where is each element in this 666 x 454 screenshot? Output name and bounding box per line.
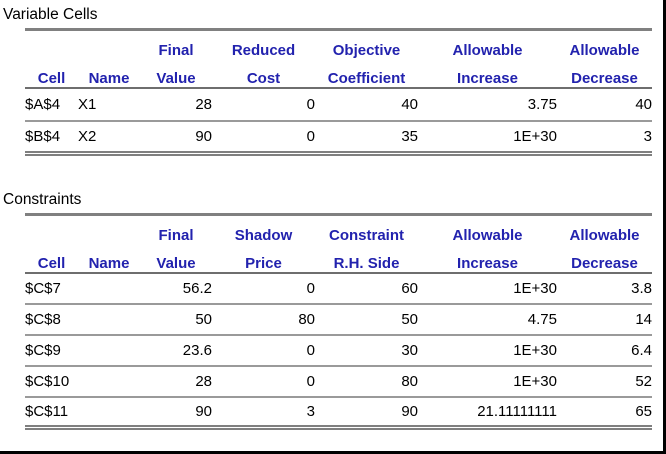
col-header-rhs: R.H. Side [333,254,400,272]
allowable-increase: 3.75 [527,95,557,113]
table-row: $C$7 56.2 0 60 1E+30 3.8 [25,273,652,304]
table-row: $C$10 28 0 80 1E+30 52 [25,366,652,397]
cell-ref: $C$7 [25,279,61,297]
constraints-table: Final Shadow Constraint Allowable Allowa… [25,213,652,430]
col-header-final: Final [158,41,194,59]
col-header-decrease: Decrease [571,254,638,272]
col-header-final: Final [158,226,194,244]
section-title-constraints: Constraints [3,191,82,208]
final-value: 90 [195,402,212,420]
constraint-rhs: 60 [401,279,418,297]
header-row-1: Final Shadow Constraint Allowable Allowa… [25,215,652,244]
col-header-cell: Cell [37,69,66,87]
allowable-decrease: 65 [635,402,652,420]
col-header-increase: Increase [457,254,518,272]
header-row-2: Cell Name Value Cost Coefficient Increas… [25,59,652,88]
variable-cells-section: Variable Cells Final Reduced Objective A… [0,4,652,156]
col-header-allowable-dec: Allowable [569,41,640,59]
allowable-increase: 1E+30 [513,279,557,297]
objective-coefficient: 40 [401,95,418,113]
final-value: 28 [195,95,212,113]
col-header-allowable-dec: Allowable [569,226,640,244]
constraints-section: Constraints Final Shadow Constraint Allo… [0,189,652,430]
allowable-increase: 1E+30 [513,127,557,145]
shadow-price: 80 [298,310,315,328]
col-header-name: Name [88,69,130,87]
allowable-increase: 21.11111111 [477,402,557,420]
cell-ref: $B$4 [25,127,61,145]
final-value: 28 [195,372,212,390]
col-header-spacer [78,30,140,59]
cell-ref: $C$8 [25,310,61,328]
constraint-rhs: 50 [401,310,418,328]
variable-name: X1 [78,95,97,113]
shadow-price: 3 [306,402,315,420]
table-row: $C$8 50 80 50 4.75 14 [25,304,652,335]
shadow-price: 0 [306,341,315,359]
col-header-name: Name [88,254,130,272]
constraint-name [78,397,140,428]
constraint-rhs: 90 [401,402,418,420]
section-title-variable-cells: Variable Cells [3,6,98,23]
table-row: $C$9 23.6 0 30 1E+30 6.4 [25,335,652,366]
cell-ref: $C$11 [25,402,69,420]
header-row-2: Cell Name Value Price R.H. Side Increase… [25,244,652,273]
table-row: $A$4 X1 28 0 40 3.75 40 [25,88,652,121]
col-header-spacer [78,215,140,244]
col-header-shadow: Shadow [234,226,293,244]
col-header-objective: Objective [332,41,401,59]
col-header-reduced: Reduced [231,41,296,59]
col-header-cell: Cell [37,254,66,272]
col-header-constraint: Constraint [329,226,404,244]
final-value: 23.6 [182,341,212,359]
col-header-value: Value [156,254,196,272]
allowable-decrease: 40 [635,95,652,113]
allowable-increase: 4.75 [527,310,557,328]
allowable-decrease: 3 [643,127,652,145]
table-row: $B$4 X2 90 0 35 1E+30 3 [25,121,652,154]
variable-name: X2 [78,127,97,145]
col-header-allowable-inc: Allowable [452,226,523,244]
constraint-name [78,273,140,304]
col-header-decrease: Decrease [571,69,638,87]
constraint-rhs: 30 [401,341,418,359]
cell-ref: $A$4 [25,95,61,113]
col-header-spacer [25,30,78,59]
col-header-cost: Cost [246,69,281,87]
constraint-name [78,304,140,335]
allowable-decrease: 52 [635,372,652,390]
allowable-decrease: 6.4 [631,341,652,359]
constraint-name [78,366,140,397]
final-value: 50 [195,310,212,328]
allowable-increase: 1E+30 [513,341,557,359]
constraint-rhs: 80 [401,372,418,390]
reduced-cost: 0 [306,95,315,113]
final-value: 90 [195,127,212,145]
reduced-cost: 0 [306,127,315,145]
shadow-price: 0 [306,372,315,390]
allowable-increase: 1E+30 [513,372,557,390]
variable-cells-table: Final Reduced Objective Allowable Allowa… [25,28,652,156]
cell-ref: $C$9 [25,341,61,359]
allowable-decrease: 3.8 [631,279,652,297]
col-header-increase: Increase [457,69,518,87]
final-value: 56.2 [182,279,212,297]
table-row: $C$11 90 3 90 21.11111111 65 [25,397,652,428]
shadow-price: 0 [306,279,315,297]
allowable-decrease: 14 [635,310,652,328]
col-header-allowable-inc: Allowable [452,41,523,59]
objective-coefficient: 35 [401,127,418,145]
col-header-price: Price [245,254,282,272]
col-header-spacer [25,215,78,244]
header-row-1: Final Reduced Objective Allowable Allowa… [25,30,652,59]
col-header-coefficient: Coefficient [327,69,406,87]
cell-ref: $C$10 [25,372,70,390]
constraint-name [78,335,140,366]
col-header-value: Value [156,69,196,87]
